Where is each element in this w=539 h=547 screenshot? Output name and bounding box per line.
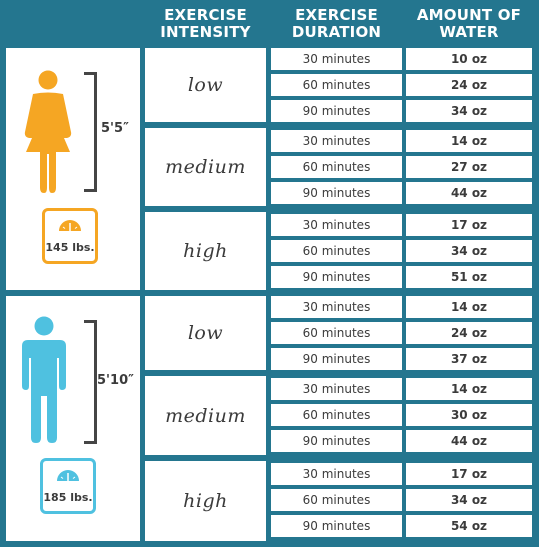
water-amount-cell: 51 oz [406,266,532,288]
duration-cell: 60 minutes [271,240,402,262]
water-amount-cell: 34 oz [406,489,532,511]
water-amount-cell: 14 oz [406,130,532,152]
scale-dial-icon [59,220,81,231]
water-amount-cell: 34 oz [406,240,532,262]
duration-cell: 60 minutes [271,404,402,426]
height-bracket [84,72,97,192]
water-amount-cell: 14 oz [406,378,532,400]
water-amount-cell: 17 oz [406,214,532,236]
weight-scale: 185 lbs. [40,458,96,514]
header-intensity: EXERCISE INTENSITY [160,6,251,41]
duration-cell: 60 minutes [271,74,402,96]
woman-icon [24,70,72,193]
water-amount-cell: 37 oz [406,348,532,370]
duration-cell: 30 minutes [271,296,402,318]
duration-cell: 30 minutes [271,463,402,485]
scale-dial-icon [57,470,79,481]
intensity-cell: low [145,296,266,370]
weight-label: 145 lbs. [45,241,95,254]
water-amount-cell: 27 oz [406,156,532,178]
water-amount-cell: 24 oz [406,74,532,96]
height-bracket [84,320,97,444]
header-duration: EXERCISE DURATION [291,6,382,41]
man-icon [22,316,66,443]
duration-cell: 90 minutes [271,100,402,122]
duration-cell: 60 minutes [271,322,402,344]
duration-cell: 90 minutes [271,182,402,204]
person-panel-female: 5'5″ 145 lbs. [6,48,140,290]
water-amount-cell: 54 oz [406,515,532,537]
duration-cell: 30 minutes [271,378,402,400]
water-amount-cell: 14 oz [406,296,532,318]
height-label: 5'5″ [101,121,129,136]
height-label: 5'10″ [97,373,134,388]
duration-cell: 30 minutes [271,130,402,152]
intensity-cell: medium [145,128,266,206]
water-amount-cell: 44 oz [406,182,532,204]
weight-label: 185 lbs. [43,491,93,504]
water-amount-cell: 34 oz [406,100,532,122]
intensity-cell: medium [145,376,266,455]
water-amount-cell: 24 oz [406,322,532,344]
duration-cell: 60 minutes [271,156,402,178]
water-amount-cell: 30 oz [406,404,532,426]
header-water: AMOUNT OF WATER [416,6,522,41]
duration-cell: 90 minutes [271,348,402,370]
duration-cell: 60 minutes [271,489,402,511]
duration-cell: 90 minutes [271,430,402,452]
weight-scale: 145 lbs. [42,208,98,264]
person-panel-male: 5'10″ 185 lbs. [6,296,140,541]
duration-cell: 90 minutes [271,266,402,288]
intensity-cell: high [145,461,266,541]
intensity-cell: high [145,212,266,290]
water-amount-cell: 10 oz [406,48,532,70]
duration-cell: 30 minutes [271,48,402,70]
water-amount-cell: 17 oz [406,463,532,485]
intensity-cell: low [145,48,266,122]
duration-cell: 90 minutes [271,515,402,537]
duration-cell: 30 minutes [271,214,402,236]
water-amount-cell: 44 oz [406,430,532,452]
